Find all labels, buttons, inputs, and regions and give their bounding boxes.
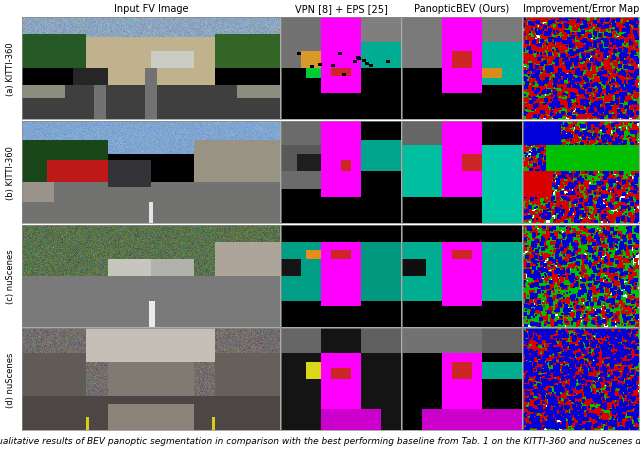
Text: Input FV Image: Input FV Image — [114, 4, 188, 14]
Text: (b) KITTI-360: (b) KITTI-360 — [6, 146, 15, 200]
Text: VPN [8] + EPS [25]: VPN [8] + EPS [25] — [294, 4, 387, 14]
Text: Qualitative results of BEV panoptic segmentation in comparison with the best per: Qualitative results of BEV panoptic segm… — [0, 437, 640, 446]
Text: (c) nuScenes: (c) nuScenes — [6, 249, 15, 304]
Text: (a) KITTI-360: (a) KITTI-360 — [6, 42, 15, 96]
Text: PanopticBEV (Ours): PanopticBEV (Ours) — [414, 4, 509, 14]
Text: (d) nuScenes: (d) nuScenes — [6, 352, 15, 407]
Text: Improvement/Error Map: Improvement/Error Map — [523, 4, 639, 14]
